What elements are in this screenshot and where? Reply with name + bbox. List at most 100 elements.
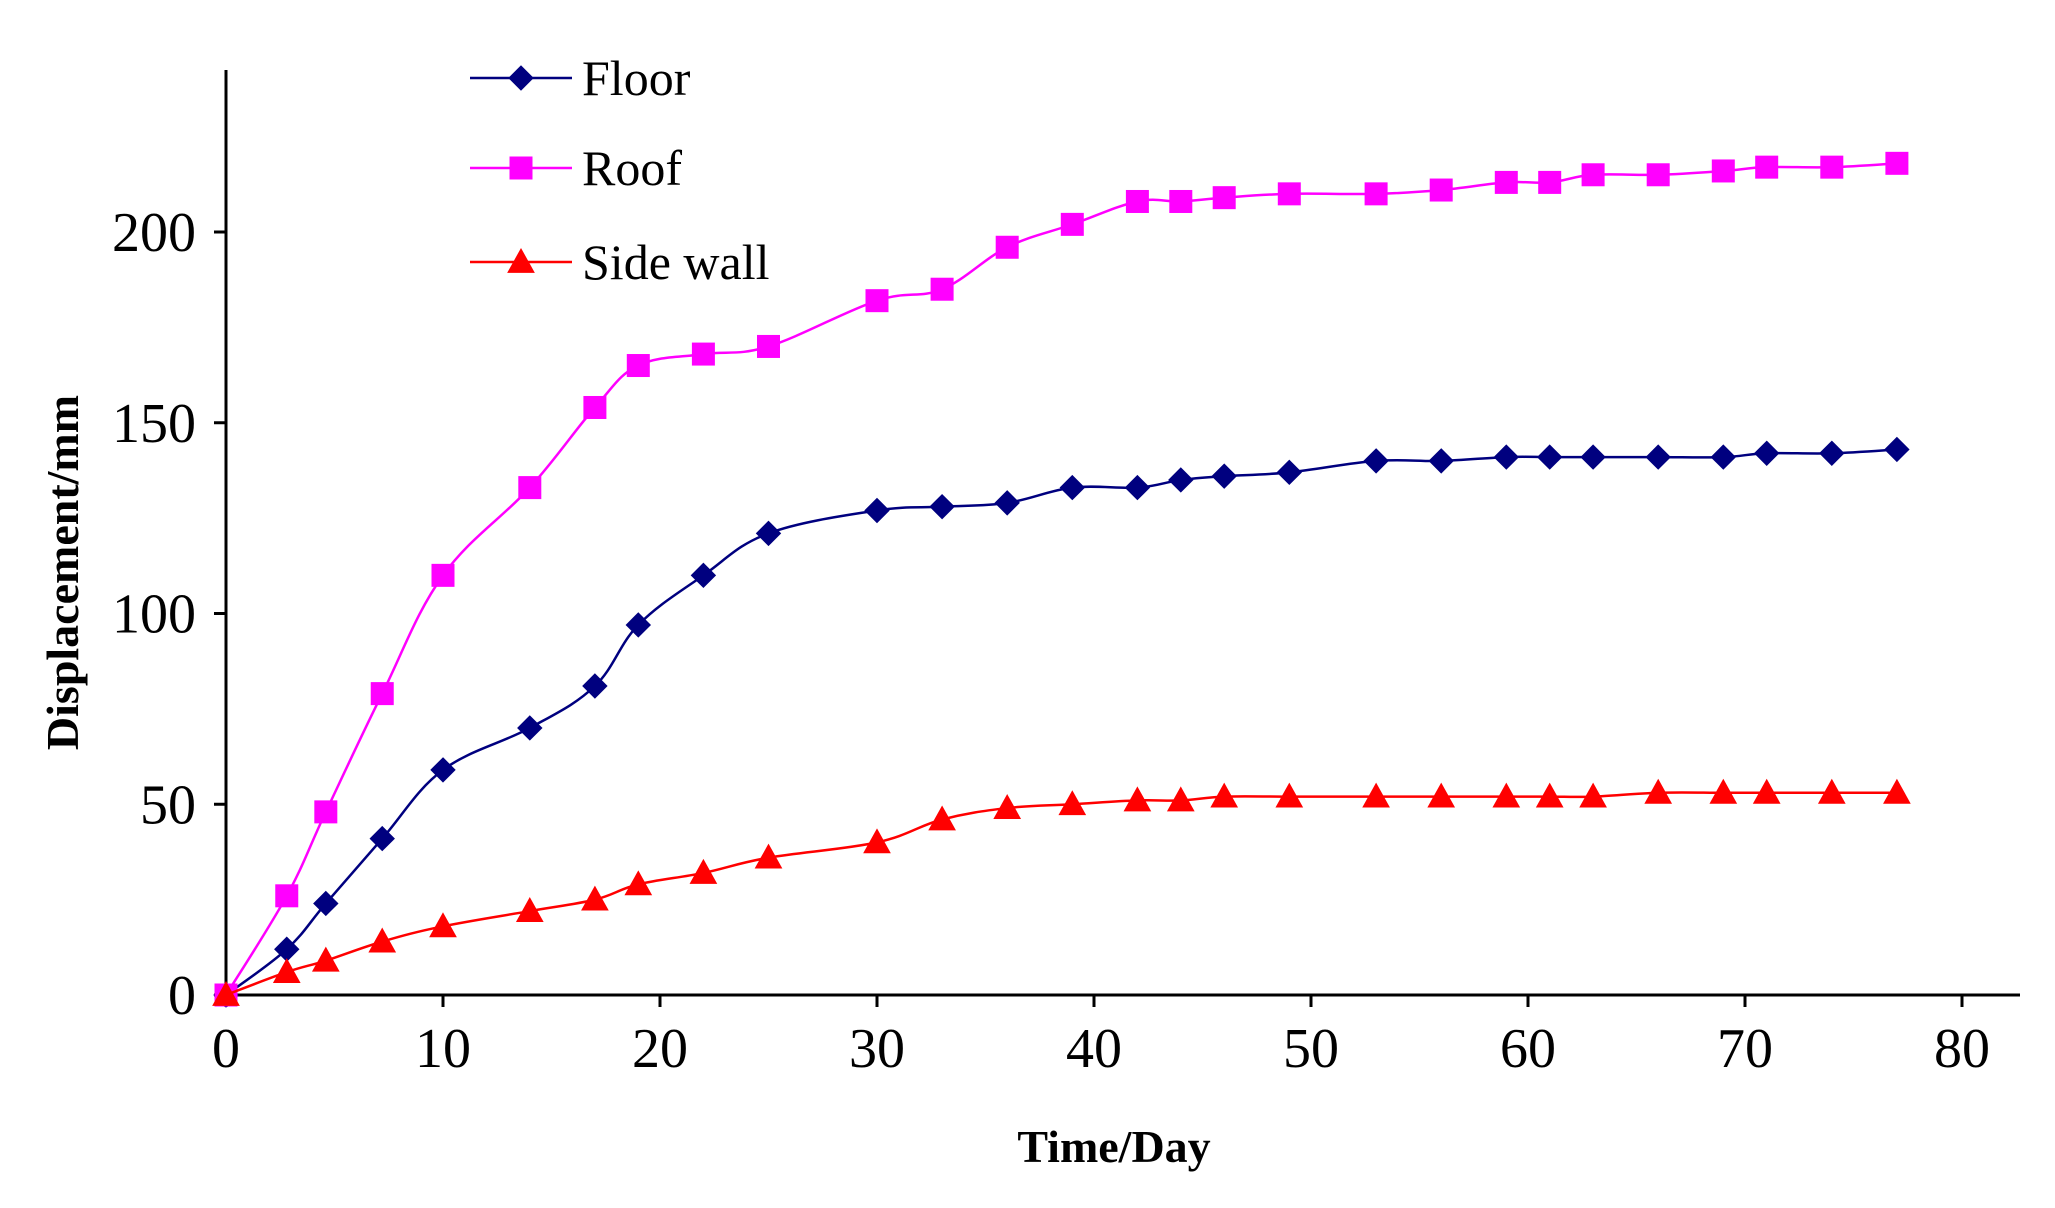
series-floor-point [755,520,782,547]
series-roof-point [1364,182,1388,206]
series-floor-point [1753,440,1780,466]
series-floor-point [1211,463,1237,489]
series-floor-point [625,612,652,638]
series-side-wall-point [1535,782,1564,808]
y-tick-label: 100 [112,584,196,646]
series-side-wall-point [368,927,397,953]
series-roof-point [583,395,607,419]
series-floor-point [1493,444,1520,470]
series-roof-point [1277,182,1301,206]
axes [224,70,2020,997]
x-tick-label: 10 [415,1018,471,1080]
series-floor-point [369,825,395,852]
series-side-wall-point [1058,790,1087,816]
series-side-wall-point [754,843,783,869]
series-floor [213,436,1910,1008]
y-tick-label: 150 [112,393,196,455]
series-roof-point [518,476,542,500]
x-tick-label: 60 [1500,1018,1556,1080]
series-roof-line [224,162,1897,996]
legend-item-floor: Floor [470,50,691,106]
series-side-wall-point [1883,778,1911,804]
legend-item-roof: Roof [470,140,682,196]
x-tick-label: 20 [632,1018,688,1080]
series-side-wall-point [212,980,240,1006]
series-side-wall-point [1644,778,1673,804]
series-roof-point [930,277,954,301]
series-roof-point [1494,170,1518,194]
series-floor-point [1580,444,1606,470]
legend-marker-floor [508,65,534,91]
series-side-wall-point [1427,782,1456,808]
series-roof-point [1581,163,1605,187]
series-roof-point [691,342,715,366]
y-axis-title: Displacement/mm [37,395,88,750]
y-tick-label: 0 [168,965,196,1027]
series-side-wall-point [1362,782,1390,808]
series-roof-point [1060,212,1084,236]
legend-label-roof: Roof [582,140,682,196]
x-tick-label: 70 [1717,1018,1773,1080]
series-side-wall-line [225,791,1897,997]
series-side-wall-point [1752,778,1781,804]
x-tick-label: 0 [212,1018,240,1080]
series-side-wall-point [689,858,718,884]
series-roof-point [995,235,1019,259]
series-floor-point [1710,444,1737,470]
series-roof-point [1212,186,1236,210]
series-roof-point [1885,151,1909,175]
series-roof-point [1820,155,1844,179]
series-roof-point [626,354,650,378]
series-side-wall-point [863,828,891,854]
series-roof-point [1429,178,1453,202]
series-side-wall-point [1709,778,1738,804]
series-roof-point [1646,163,1670,187]
legend: Floor Roof Side wall [470,50,769,290]
series-floor-point [1363,448,1389,474]
series-floor-point [690,562,717,589]
y-ticks: 0 50 100 150 200 [112,202,226,1027]
y-tick-label: 200 [112,202,196,264]
series-floor-point [1276,459,1303,486]
series-floor-point [864,497,890,524]
series-roof-point [1711,159,1735,183]
series-side-wall-point [993,794,1022,819]
series-floor-point [1819,440,1845,466]
legend-label-side-wall: Side wall [582,234,769,290]
series-side-wall-point [1579,782,1607,808]
series-side-wall-point [515,897,544,922]
y-tick-label: 50 [140,774,196,836]
series-roof-point [1538,170,1562,194]
series-side-wall-point [581,885,609,911]
series-floor-point [929,493,955,520]
series-floor-line [225,448,1897,996]
series-side-wall-point [1123,786,1152,812]
series-side-wall-point [1492,782,1521,808]
series-roof-point [757,334,780,358]
x-ticks: 0 10 20 30 40 50 60 70 80 [212,995,1990,1080]
series-roof-point [275,884,299,908]
series-floor-point [517,715,543,741]
legend-marker-roof [509,156,533,180]
series-roof-point [431,563,455,587]
x-tick-label: 50 [1283,1018,1339,1080]
series-floor-point [582,673,608,699]
series-floor-point [1124,474,1151,501]
series-roof-point [314,800,338,824]
legend-marker-side-wall [507,247,535,273]
x-tick-label: 40 [1066,1018,1122,1080]
series-floor-point [313,890,339,917]
series-side-wall-point [1275,782,1304,808]
series-side-wall-point [1210,782,1239,808]
series-floor-point [1059,474,1086,501]
series-floor-point [1428,448,1454,474]
series-roof-point [865,289,889,313]
series-side-wall-point [272,958,301,984]
legend-item-side-wall: Side wall [470,234,769,290]
series-floor-point [1884,436,1910,463]
series-group [212,151,1911,1008]
series-side-wall-point [1166,786,1195,812]
x-tick-label: 30 [849,1018,905,1080]
series-side-wall [212,778,1911,1006]
series-floor-point [1168,467,1194,493]
